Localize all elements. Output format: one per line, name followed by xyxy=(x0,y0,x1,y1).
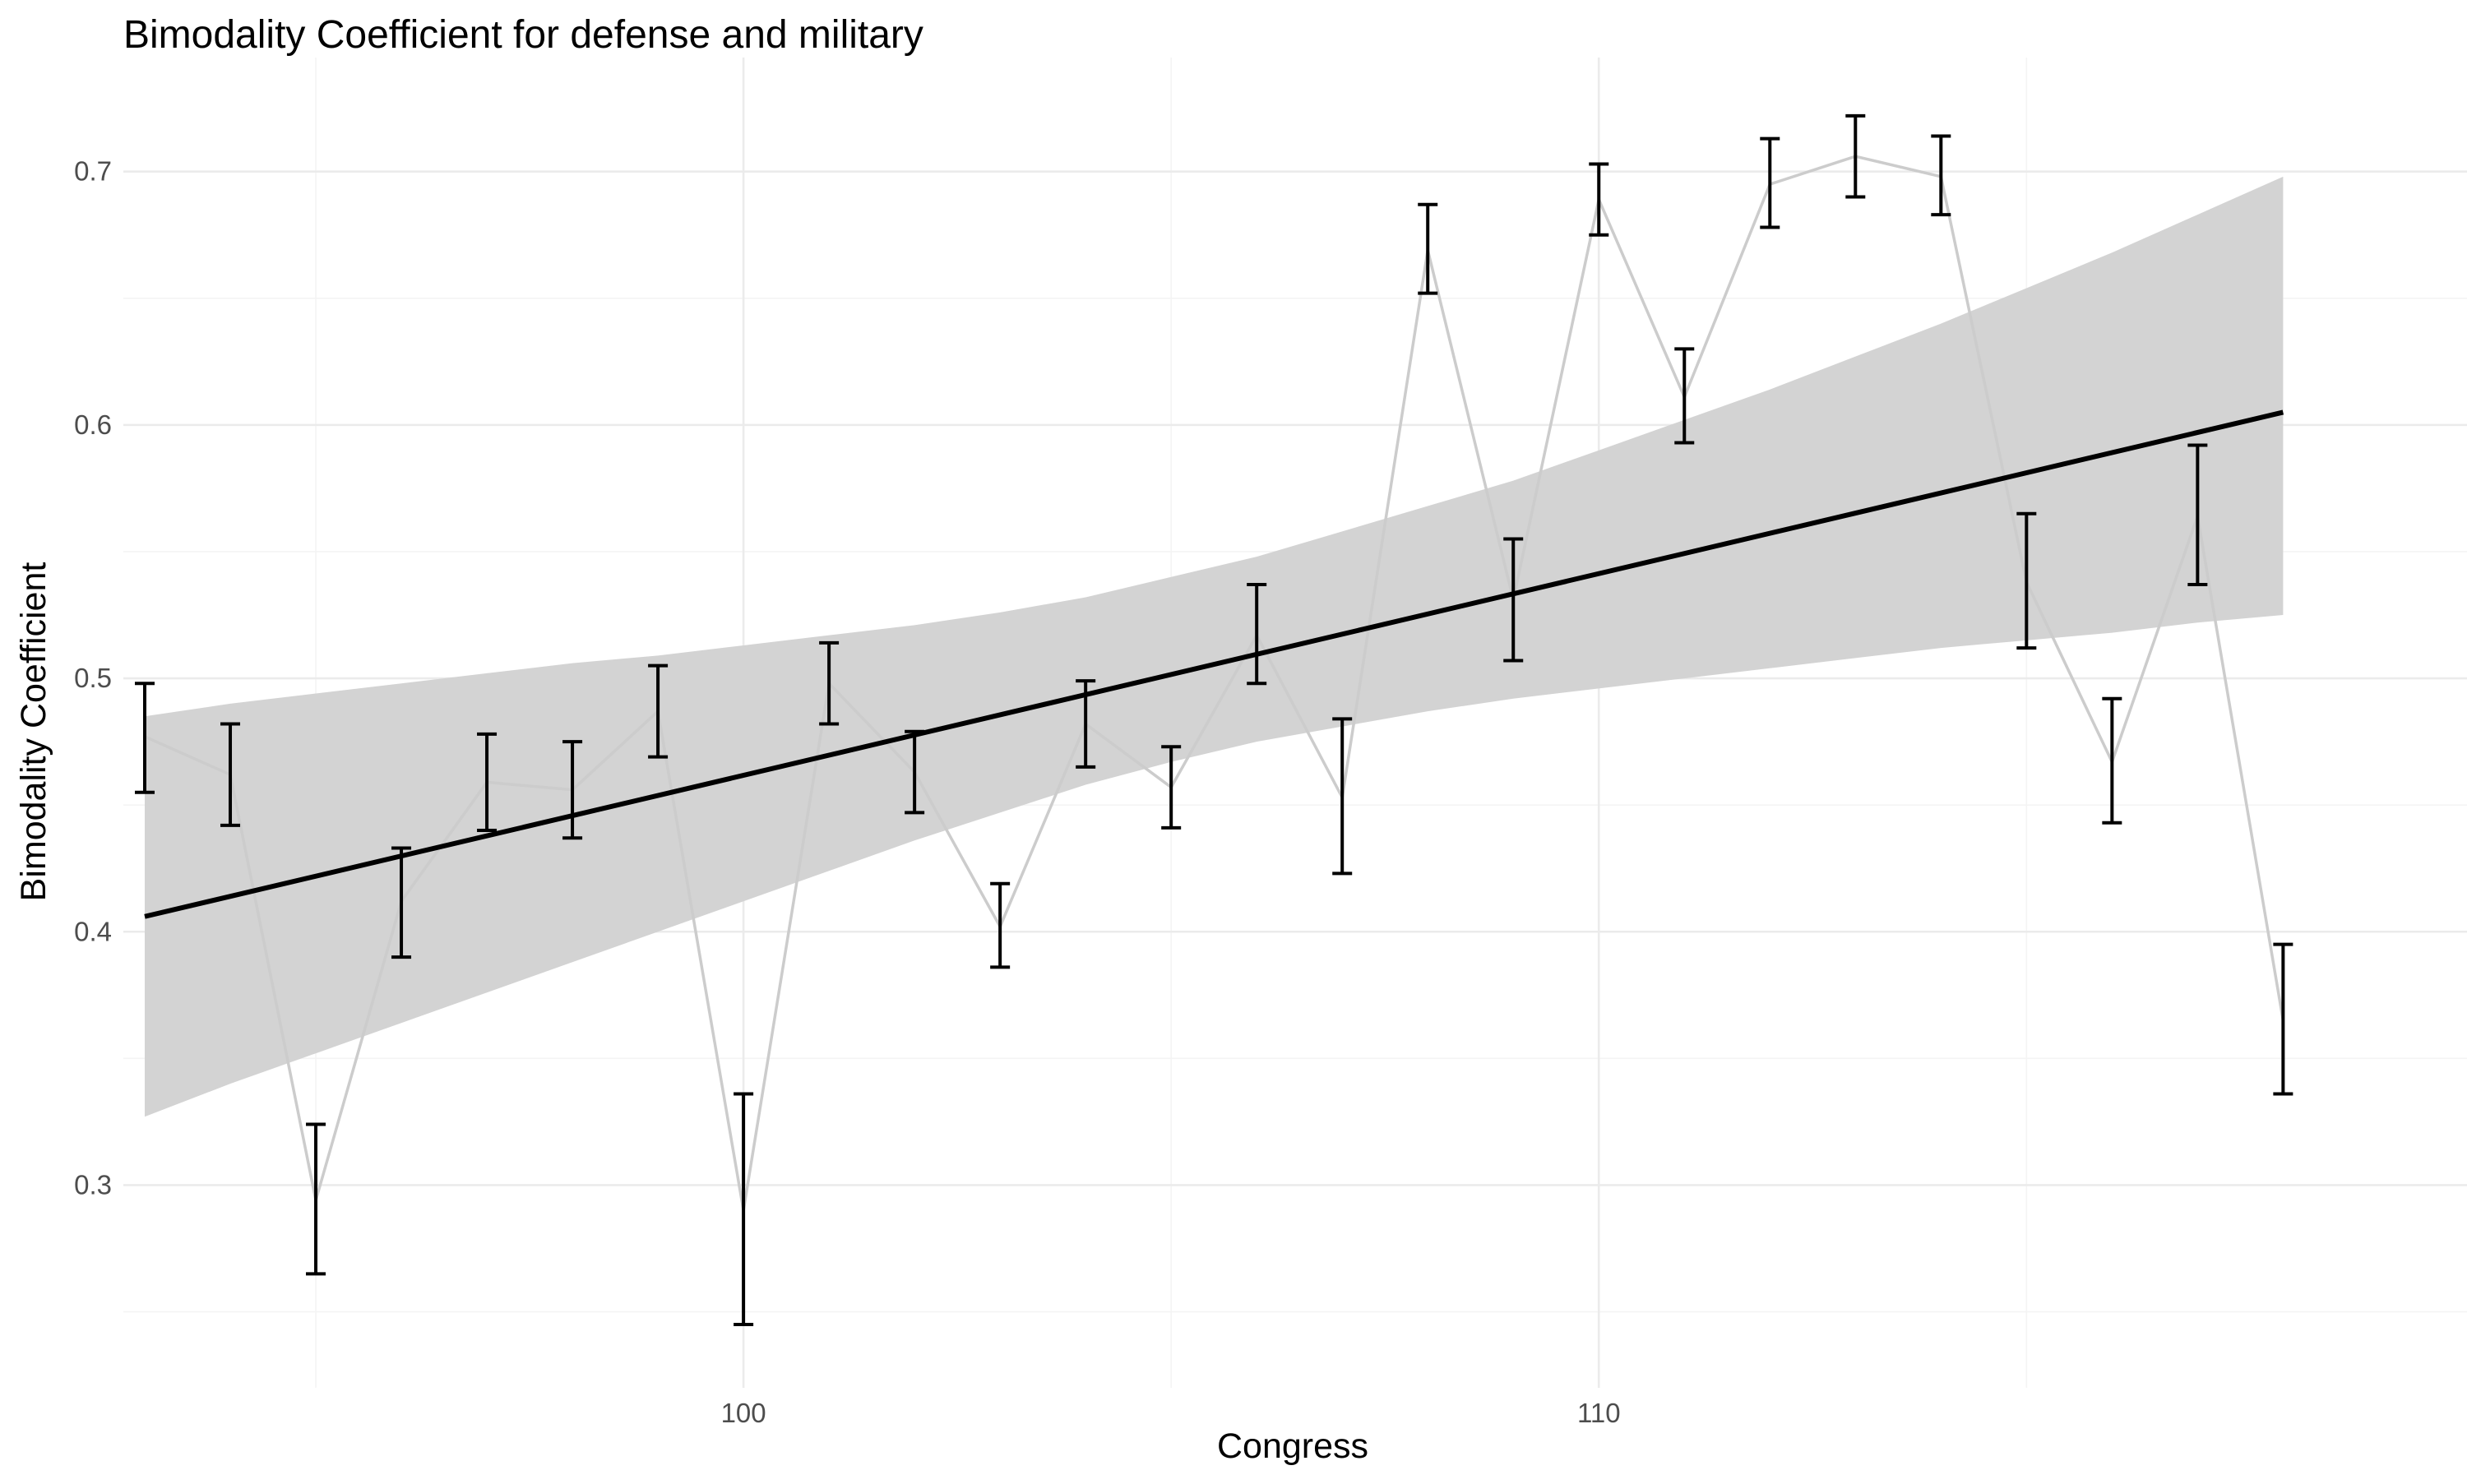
chart-title: Bimodality Coefficient for defense and m… xyxy=(123,13,923,57)
errorbar xyxy=(819,640,840,726)
errorbar xyxy=(306,1122,326,1276)
errorbar xyxy=(1161,745,1182,830)
errorbar xyxy=(1674,347,1695,445)
tick-label-layer: 0.3 0.4 0.5 0.6 0.7 100 110 xyxy=(74,156,1620,1428)
observed-series-line xyxy=(144,155,2285,1213)
errorbar xyxy=(220,722,241,827)
errorbar xyxy=(477,732,498,832)
series-line-layer xyxy=(144,155,2285,1213)
errorbar xyxy=(1845,113,1866,199)
y-tick-label: 0.4 xyxy=(74,916,112,946)
errorbar xyxy=(2016,511,2037,650)
errorbar xyxy=(734,1092,754,1326)
errorbar xyxy=(1247,583,1267,686)
y-axis-title: Bimodality Coefficient xyxy=(14,562,53,902)
errorbar-layer xyxy=(135,113,2293,1326)
x-tick-label: 100 xyxy=(721,1398,766,1428)
errorbar xyxy=(1589,162,1609,237)
y-tick-label: 0.6 xyxy=(74,409,112,440)
confidence-band xyxy=(145,176,2284,1117)
x-axis-title: Congress xyxy=(1217,1426,1368,1466)
errorbar xyxy=(1760,136,1780,229)
x-tick-label: 110 xyxy=(1577,1398,1621,1428)
errorbar xyxy=(1503,537,1524,663)
errorbar xyxy=(2187,443,2208,587)
errorbar xyxy=(648,663,669,759)
errorbar xyxy=(1931,134,1951,217)
errorbar xyxy=(1418,202,1438,295)
errorbar xyxy=(2273,942,2293,1096)
errorbar xyxy=(562,740,583,840)
trend-line xyxy=(144,409,2284,919)
errorbar xyxy=(135,682,155,794)
errorbar xyxy=(1332,717,1353,876)
confidence-band-layer xyxy=(145,176,2284,1117)
y-tick-label: 0.7 xyxy=(74,156,112,187)
errorbar xyxy=(391,846,412,959)
errorbar xyxy=(2102,696,2122,825)
y-tick-label: 0.3 xyxy=(74,1169,112,1200)
y-tick-label: 0.5 xyxy=(74,663,112,693)
trend-line-layer xyxy=(144,409,2284,919)
errorbar xyxy=(990,881,1011,969)
